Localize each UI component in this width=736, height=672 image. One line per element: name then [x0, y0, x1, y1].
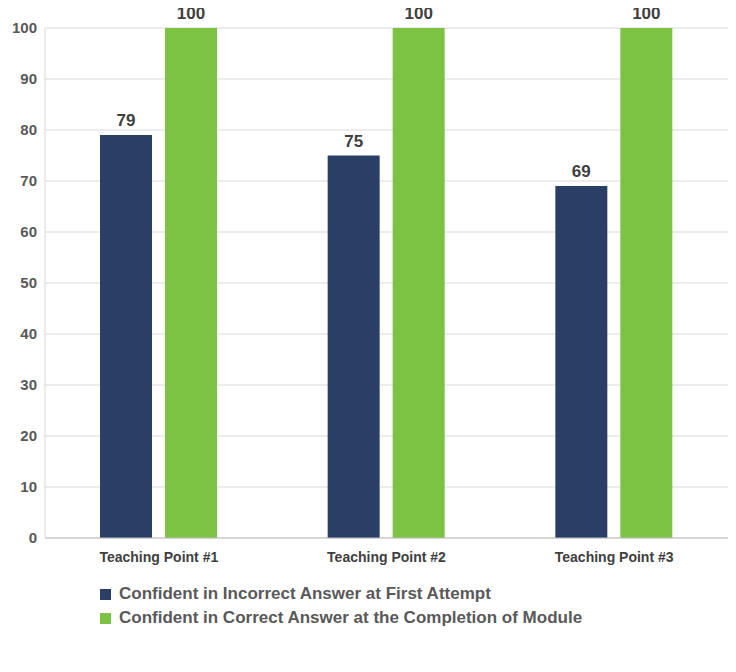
- svg-text:75: 75: [344, 132, 363, 151]
- svg-text:70: 70: [20, 172, 37, 189]
- svg-text:30: 30: [20, 376, 37, 393]
- svg-text:Teaching Point #1: Teaching Point #1: [99, 549, 218, 565]
- svg-text:10: 10: [20, 478, 37, 495]
- svg-text:100: 100: [632, 8, 660, 23]
- svg-text:69: 69: [572, 162, 591, 181]
- svg-text:100: 100: [177, 8, 205, 23]
- html-text:Confident in Correct Answer at: Confident in Correct Answer at the Compl…: [119, 608, 583, 627]
- svg-text:79: 79: [117, 111, 136, 130]
- html-text:Confident in Incorrect Answer: Confident in Incorrect Answer at First A…: [119, 584, 491, 603]
- svg-text:50: 50: [20, 274, 37, 291]
- svg-text:80: 80: [20, 121, 37, 138]
- svg-text:0: 0: [29, 529, 37, 546]
- svg-text:100: 100: [12, 19, 37, 36]
- svg-text:90: 90: [20, 70, 37, 87]
- svg-text:20: 20: [20, 427, 37, 444]
- svg-text:100: 100: [404, 8, 432, 23]
- svg-text:Teaching Point #3: Teaching Point #3: [555, 549, 674, 565]
- svg-text:40: 40: [20, 325, 37, 342]
- svg-text:Teaching Point #2: Teaching Point #2: [327, 549, 446, 565]
- svg-text:60: 60: [20, 223, 37, 240]
